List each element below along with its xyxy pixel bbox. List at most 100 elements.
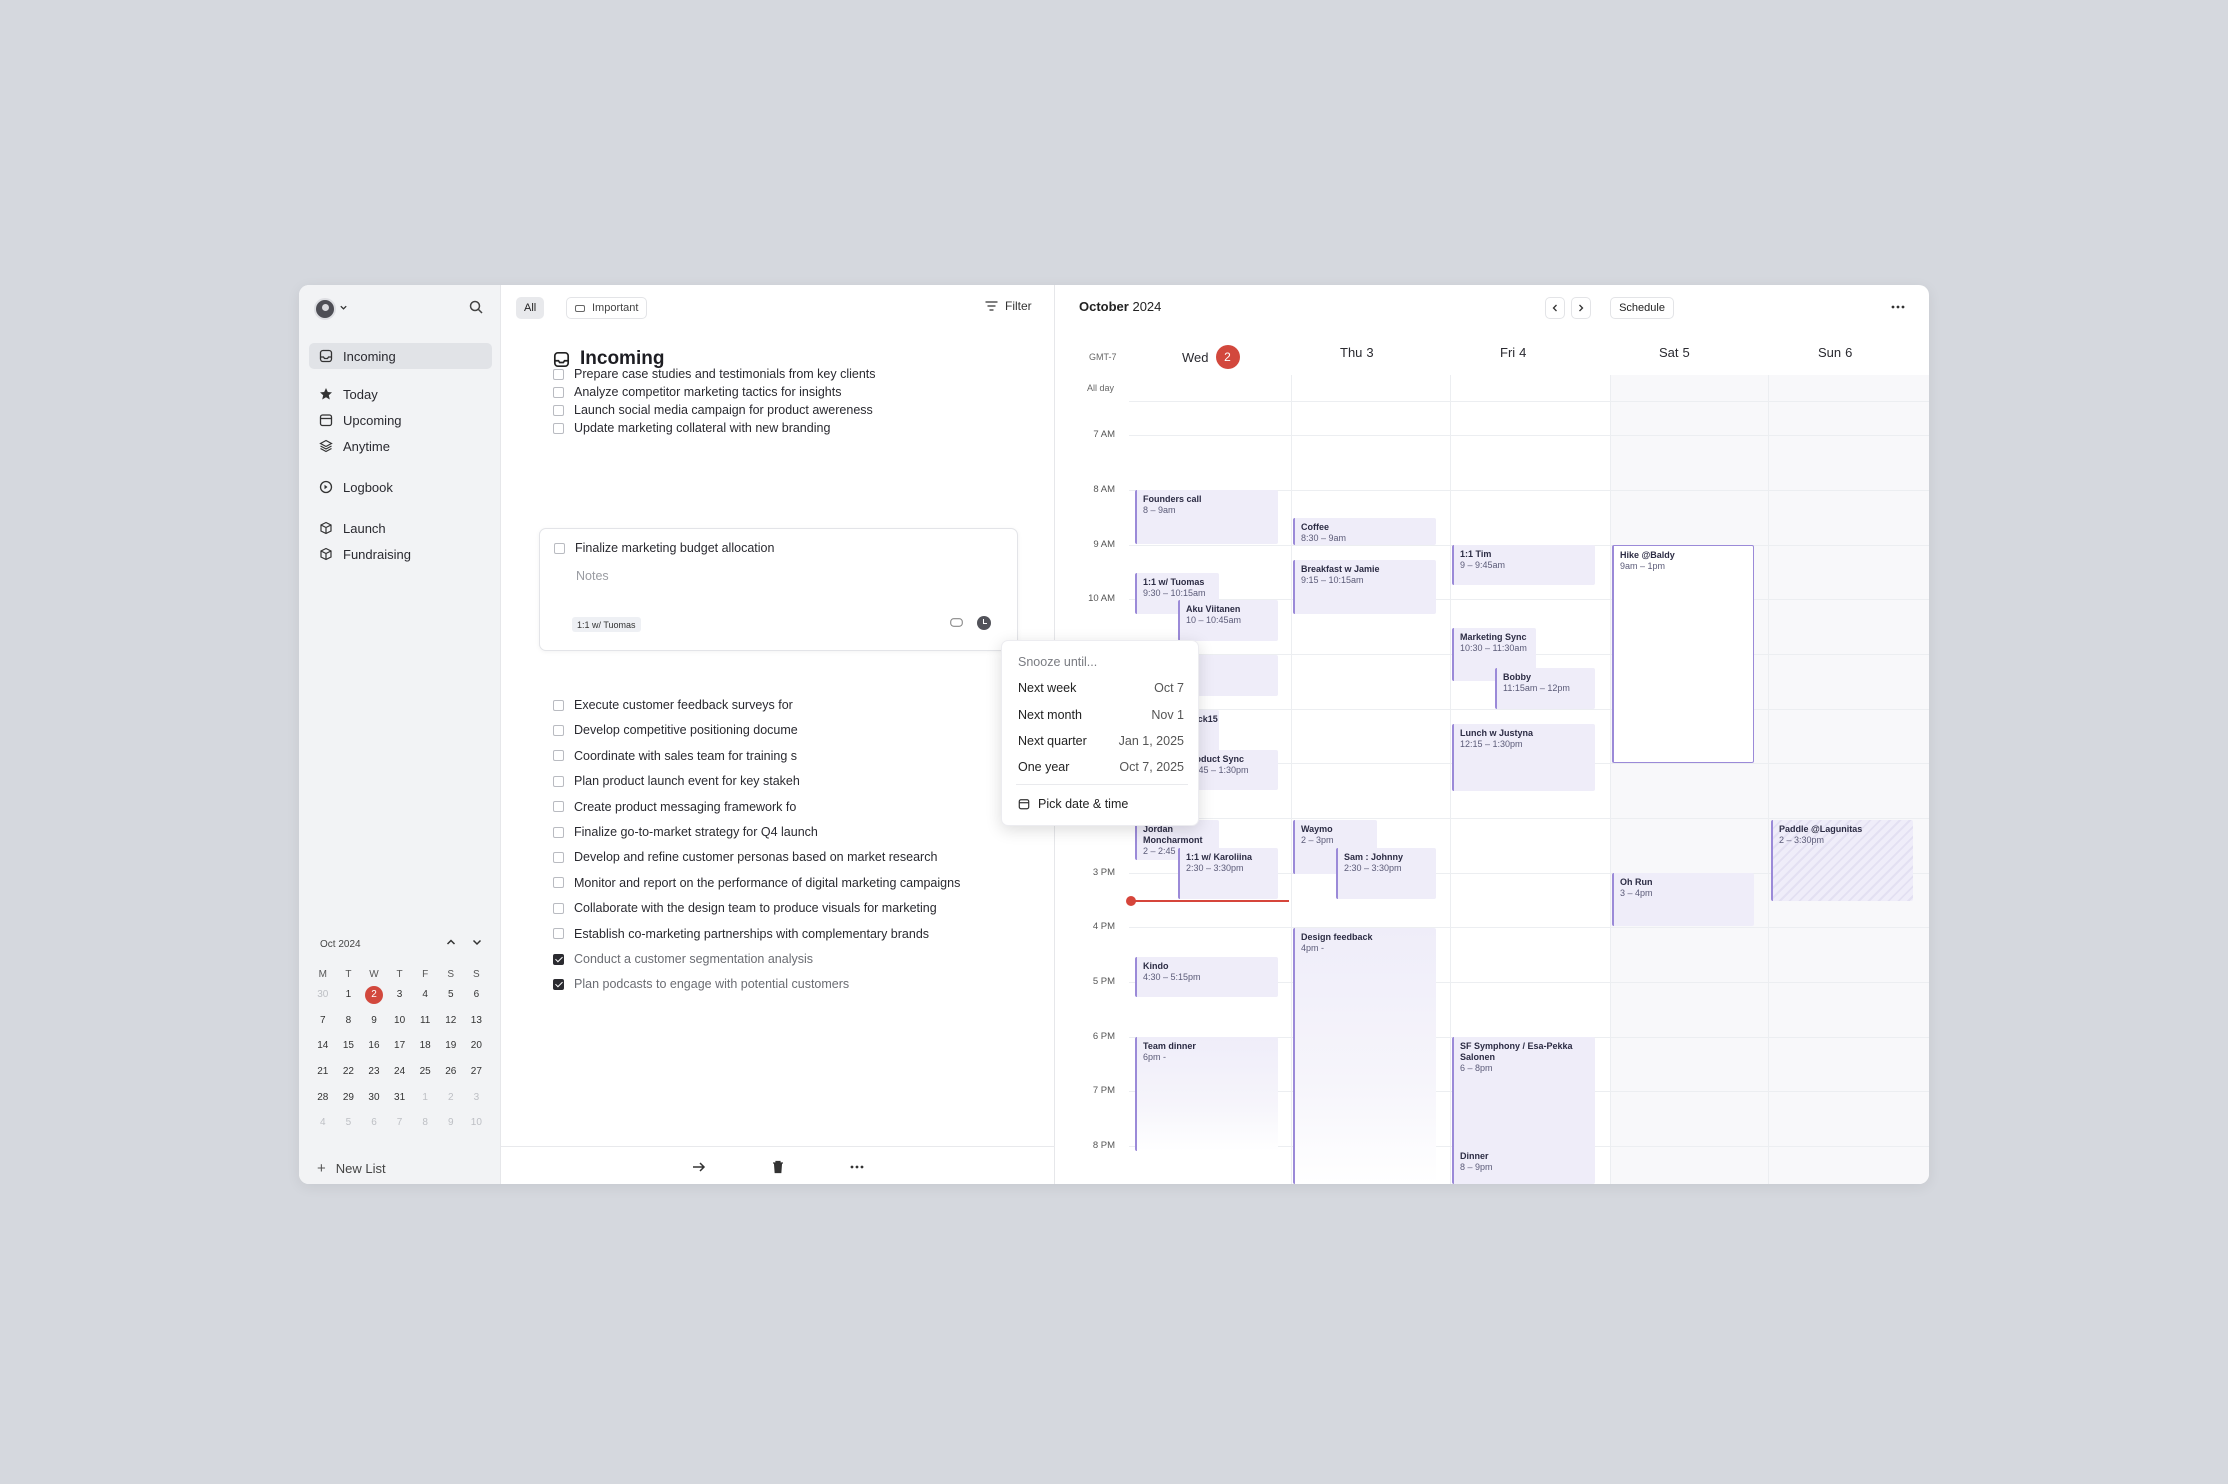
mini-calendar-day[interactable]: 8: [345, 1014, 352, 1026]
schedule-button[interactable]: Schedule: [1610, 297, 1674, 319]
sidebar-item-upcoming[interactable]: Upcoming: [309, 407, 492, 433]
task-item[interactable]: Coordinate with sales team for training …: [553, 749, 797, 763]
avatar[interactable]: [314, 298, 336, 320]
mini-calendar-day[interactable]: 24: [394, 1066, 406, 1078]
calendar-event[interactable]: Oh Run 3 – 4pm: [1612, 873, 1754, 926]
mini-calendar-day[interactable]: 30: [317, 989, 329, 1001]
mini-calendar-day[interactable]: 14: [317, 1040, 329, 1052]
mini-calendar-day[interactable]: 8: [422, 1117, 428, 1129]
chevron-up-icon[interactable]: [444, 935, 458, 949]
calendar-event[interactable]: Coffee 8:30 – 9am: [1293, 518, 1436, 545]
calendar-event[interactable]: Aku Viitanen 10 – 10:45am: [1178, 600, 1278, 641]
mini-calendar-day[interactable]: 3: [396, 989, 403, 1001]
mini-calendar-day[interactable]: 9: [447, 1117, 454, 1129]
task-checkbox[interactable]: [553, 404, 564, 416]
mini-calendar-day[interactable]: 25: [419, 1066, 431, 1078]
task-item[interactable]: Conduct a customer segmentation analysis: [553, 952, 813, 966]
mini-calendar-day[interactable]: 31: [394, 1091, 406, 1103]
mini-calendar-day[interactable]: 10: [394, 1014, 406, 1026]
task-item[interactable]: Plan podcasts to engage with potential c…: [553, 977, 849, 991]
task-checkbox[interactable]: [553, 826, 564, 838]
search-icon[interactable]: [468, 299, 484, 315]
task-item[interactable]: Collaborate with the design team to prod…: [553, 901, 937, 915]
task-item[interactable]: Monitor and report on the performance of…: [553, 876, 960, 890]
mini-calendar-day[interactable]: 29: [342, 1091, 354, 1103]
more-icon[interactable]: [1890, 302, 1906, 312]
mini-calendar-day[interactable]: 28: [317, 1091, 329, 1103]
task-checkbox[interactable]: [553, 775, 564, 787]
task-item[interactable]: Execute customer feedback surveys for: [553, 698, 793, 712]
day-header-sun[interactable]: Sun 6: [1818, 345, 1852, 360]
more-icon[interactable]: [849, 1159, 865, 1175]
task-item[interactable]: Update marketing collateral with new bra…: [553, 421, 830, 435]
calendar-event[interactable]: Founders call 8 – 9am: [1135, 490, 1278, 544]
mini-calendar-day[interactable]: 17: [394, 1040, 406, 1052]
task-item[interactable]: Finalize go-to-market strategy for Q4 la…: [553, 825, 818, 839]
new-list-button[interactable]: + New List: [317, 1160, 386, 1177]
next-week-button[interactable]: [1571, 297, 1591, 319]
sidebar-item-logbook[interactable]: Logbook: [309, 474, 492, 500]
task-item[interactable]: Develop and refine customer personas bas…: [553, 850, 937, 864]
prev-week-button[interactable]: [1545, 297, 1565, 319]
mini-calendar-day[interactable]: 7: [320, 1014, 326, 1026]
sidebar-item-launch[interactable]: Launch: [309, 515, 492, 541]
mini-calendar-day[interactable]: 22: [342, 1066, 354, 1078]
mini-calendar-day[interactable]: 2: [447, 1091, 454, 1103]
mini-calendar-day[interactable]: 6: [473, 989, 480, 1001]
mini-calendar-day[interactable]: 4: [422, 989, 428, 1001]
mini-calendar-day[interactable]: 4: [320, 1117, 326, 1129]
mini-calendar-day[interactable]: 9: [371, 1014, 377, 1026]
mini-calendar-day[interactable]: 7: [396, 1117, 403, 1129]
sidebar-item-fundraising[interactable]: Fundraising: [309, 541, 492, 567]
mini-calendar-day[interactable]: 13: [470, 1014, 482, 1026]
mini-calendar-day[interactable]: 20: [470, 1040, 482, 1052]
arrow-right-icon[interactable]: [691, 1159, 707, 1175]
mini-calendar-day[interactable]: 19: [445, 1040, 457, 1052]
snooze-option-next-month[interactable]: Next month Nov 1: [1018, 708, 1184, 722]
mini-calendar-day[interactable]: 18: [419, 1040, 431, 1052]
task-checkbox[interactable]: [553, 978, 564, 990]
task-item[interactable]: Create product messaging framework fo: [553, 800, 796, 814]
calendar-event[interactable]: Hike @Baldy 9am – 1pm: [1612, 545, 1754, 763]
task-checkbox[interactable]: [553, 724, 564, 736]
filter-button[interactable]: Filter: [985, 299, 1032, 313]
sidebar-item-anytime[interactable]: Anytime: [309, 433, 492, 459]
mini-calendar-day[interactable]: 23: [368, 1066, 380, 1078]
mini-calendar-day[interactable]: 30: [368, 1091, 380, 1103]
task-item[interactable]: Plan product launch event for key stakeh: [553, 774, 800, 788]
calendar-event[interactable]: Bobby 11:15am – 12pm: [1495, 668, 1595, 709]
task-checkbox[interactable]: [553, 928, 564, 940]
task-checkbox[interactable]: [553, 877, 564, 889]
mini-calendar-day[interactable]: 21: [317, 1066, 329, 1078]
mini-calendar-day[interactable]: 11: [419, 1014, 431, 1026]
task-checkbox[interactable]: [554, 542, 565, 554]
task-checkbox[interactable]: [553, 368, 564, 380]
calendar-event[interactable]: Kindo 4:30 – 5:15pm: [1135, 957, 1278, 997]
calendar-event[interactable]: Breakfast w Jamie 9:15 – 10:15am: [1293, 560, 1436, 614]
task-checkbox[interactable]: [553, 801, 564, 813]
mini-calendar-day[interactable]: 1: [345, 989, 352, 1001]
mini-calendar-day[interactable]: 26: [445, 1066, 457, 1078]
event-tag-chip[interactable]: 1:1 w/ Tuomas: [572, 617, 641, 632]
task-checkbox[interactable]: [553, 386, 564, 398]
calendar-event[interactable]: SF Symphony / Esa-Pekka Salonen 6 – 8pm: [1452, 1037, 1595, 1151]
mini-calendar-day[interactable]: 3: [473, 1091, 480, 1103]
clock-icon[interactable]: [977, 616, 991, 630]
task-item[interactable]: Finalize marketing budget allocation: [554, 541, 774, 555]
task-item[interactable]: Prepare case studies and testimonials fr…: [553, 367, 876, 381]
notes-field[interactable]: Notes: [576, 569, 609, 583]
day-header-thu[interactable]: Thu 3: [1340, 345, 1374, 360]
calendar-event[interactable]: Design feedback 4pm -: [1293, 928, 1436, 1184]
calendar-event[interactable]: 1:1 Tim 9 – 9:45am: [1452, 545, 1595, 585]
filter-important-pill[interactable]: Important: [566, 297, 648, 319]
mini-calendar-day[interactable]: 12: [445, 1014, 457, 1026]
mini-calendar-day[interactable]: 5: [345, 1117, 352, 1129]
filter-all-pill[interactable]: All: [516, 297, 545, 319]
calendar-event[interactable]: Sam : Johnny 2:30 – 3:30pm: [1336, 848, 1436, 899]
mini-calendar-day[interactable]: 16: [368, 1040, 380, 1052]
day-header-fri[interactable]: Fri 4: [1500, 345, 1526, 360]
snooze-option-one-year[interactable]: One year Oct 7, 2025: [1018, 760, 1184, 774]
tag-icon[interactable]: [950, 618, 963, 627]
snooze-option-next-week[interactable]: Next week Oct 7: [1018, 681, 1184, 695]
task-checkbox[interactable]: [553, 851, 564, 863]
